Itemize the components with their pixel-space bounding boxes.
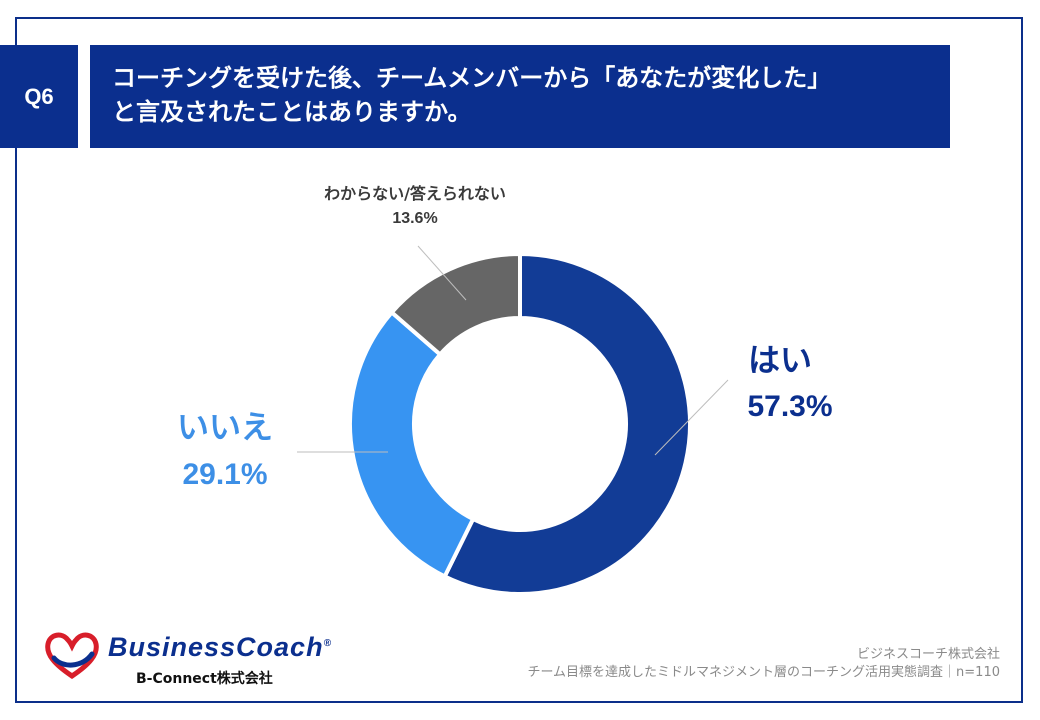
brand-name: BusinessCoach® (108, 632, 332, 662)
slice-yes (442, 251, 692, 596)
question-title: コーチングを受けた後、チームメンバーから「あなたが変化した」 と言及されたことは… (90, 45, 950, 148)
brand-subtitle: B-Connect株式会社 (136, 671, 273, 687)
question-title-line-2: と言及されたことはありますか。 (112, 98, 472, 126)
slice-value-no: 29.1% (182, 458, 268, 491)
company-logo: BusinessCoach® B-Connect株式会社 (44, 628, 364, 688)
question-number-badge: Q6 (0, 45, 78, 148)
slice-label-no: いいえ (176, 408, 273, 446)
leader-line-unknown (417, 245, 467, 301)
question-title-line-1: コーチングを受けた後、チームメンバーから「あなたが変化した」 (112, 64, 832, 92)
slice-unknown (388, 251, 522, 358)
slice-no (348, 309, 476, 580)
slice-label-unknown: わからない/答えられない (324, 184, 506, 203)
heart-logo-icon (45, 632, 99, 680)
slice-value-unknown: 13.6% (392, 210, 438, 227)
footer-company: ビジネスコーチ株式会社 (856, 647, 1000, 662)
footer-survey: チーム目標を達成したミドルマネジメント層のコーチング活用実態調査｜n=110 (527, 665, 1000, 680)
slice-value-yes: 57.3% (747, 390, 833, 423)
outer-frame (15, 17, 1023, 703)
slice-label-yes: はい (747, 341, 812, 379)
leader-line-yes (654, 379, 729, 456)
footer: ビジネスコーチ株式会社 チーム目標を達成したミドルマネジメント層のコーチング活用… (527, 646, 1000, 682)
